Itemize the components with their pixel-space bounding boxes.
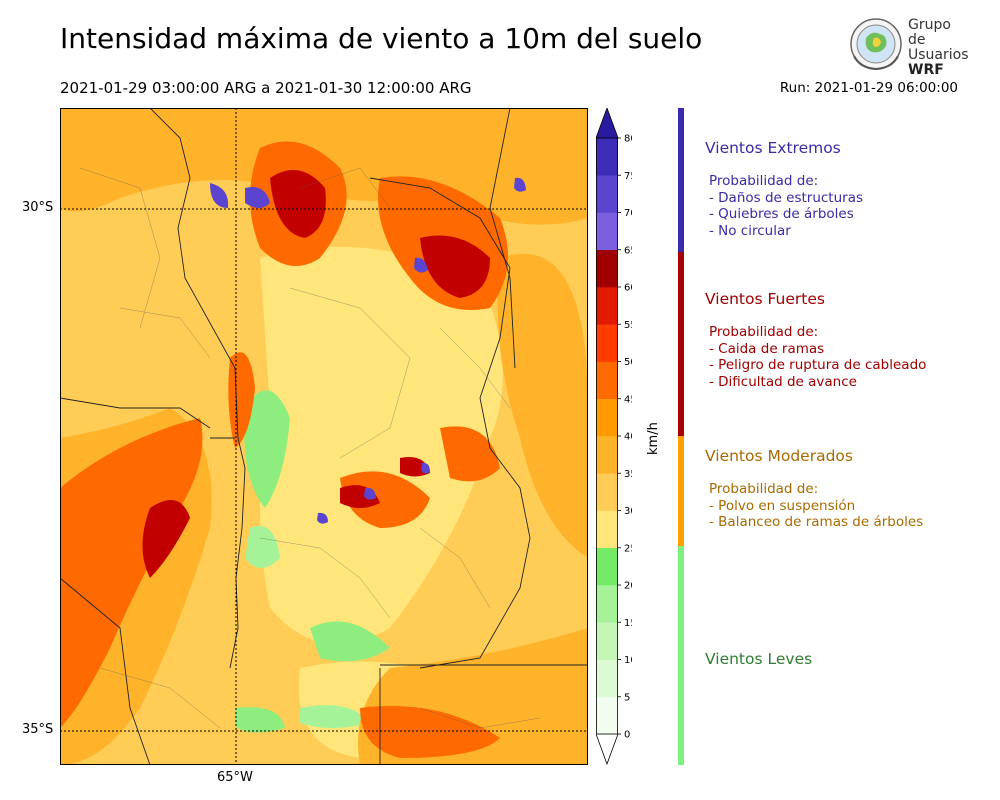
category-item: - No circular [709,222,791,239]
category-bar [678,546,684,765]
colorbar-band [596,473,618,511]
category-block: Vientos Extremos Probabilidad de: - Daños … [705,139,995,239]
colorbar-band [596,324,618,362]
colorbar-tick-label: 5 [624,692,630,703]
category-title: Vientos Leves [705,650,813,668]
colorbar-under-arrow [596,733,619,766]
colorbar-tick-label: 30 [624,506,632,517]
lon-label-65w: 65°W [217,770,253,785]
logo-line-3: WRF [908,62,944,78]
category-title: Vientos Fuertes [705,290,825,308]
colorbar-tick-label: 65 [624,245,632,256]
globe-logo-icon [850,18,902,71]
category-item: - Caida de ramas [709,340,825,357]
category-item: - Dificultad de avance [709,373,857,390]
colorbar-tick-label: 0 [624,730,630,741]
category-item: - Daños de estructuras [709,189,864,206]
logo-line-2: Usuarios [908,47,969,63]
wind-map [60,108,588,765]
colorbar-tick-label: 40 [624,432,632,443]
colorbar-band [596,696,618,735]
colorbar-tick-label: 50 [624,357,632,368]
colorbar-band [596,510,618,549]
colorbar-frame [596,137,618,735]
colorbar-band [596,212,618,251]
category-item: - Polvo en suspensión [709,497,856,514]
category-item: - Quiebres de árboles [709,206,854,222]
colorbar-band [596,659,618,698]
category-block: Vientos Fuertes Probabilidad de: - Caida d… [705,290,995,390]
wind-speed-colorbar: 0 5 10 15 20 25 30 35 40 45 50 55 60 65 70 75 80 [596,108,632,766]
colorbar-band [596,287,618,325]
colorbar-band [596,175,618,213]
category-title: Vientos Moderados [705,447,853,465]
category-item: - Peligro de ruptura de cableado [709,357,927,373]
colorbar-tick-label: 25 [624,543,632,554]
colorbar-band [596,138,618,176]
colorbar-band [596,249,618,288]
category-block: Vientos Moderados Probabilidad de: - Polvo… [705,447,995,531]
lat-label-35s: 35°S [22,722,54,737]
category-title: Vientos Extremos [705,139,841,157]
lat-label-30s: 30°S [22,200,54,215]
colorbar-tick-label: 70 [624,208,632,219]
category-probability: Probabilidad de: [709,324,819,340]
colorbar-unit: km/h [646,422,661,455]
colorbar-tick-label: 55 [624,320,632,331]
colorbar-band [596,585,618,623]
colorbar-tick-label: 45 [624,394,632,405]
colorbar-tick-label: 80 [624,134,632,145]
colorbar-tick-label: 20 [624,581,632,592]
colorbar-band [596,436,618,474]
colorbar-tick-label: 15 [624,618,632,629]
category-probability: Probabilidad de: [709,173,819,189]
category-bar [678,252,684,436]
colorbar-tick-label: 75 [624,171,632,182]
colorbar-band [596,361,618,400]
colorbar-over-arrow [596,108,619,139]
colorbar-band [596,547,618,586]
category-bar [678,436,684,546]
forecast-period: 2021-01-29 03:00:00 ARG a 2021-01-30 12:… [60,79,472,97]
category-bar [678,108,684,252]
logo-line-1: Grupo de [908,17,951,48]
category-block: Vientos Leves [705,650,995,668]
colorbar-band [596,398,618,437]
colorbar-tick-label: 35 [624,469,632,480]
colorbar-tick-label: 10 [624,655,632,666]
colorbar-band [596,622,618,660]
colorbar-tick-label: 60 [624,283,632,294]
chart-title: Intensidad máxima de viento a 10m del su… [60,22,703,55]
grupo-usuarios-wrf-logo: Grupo de Usuarios WRF [848,16,969,78]
run-time: Run: 2021-01-29 06:00:00 [779,80,958,96]
category-item: - Balanceo de ramas de árboles [709,514,924,530]
category-probability: Probabilidad de: [709,481,819,497]
